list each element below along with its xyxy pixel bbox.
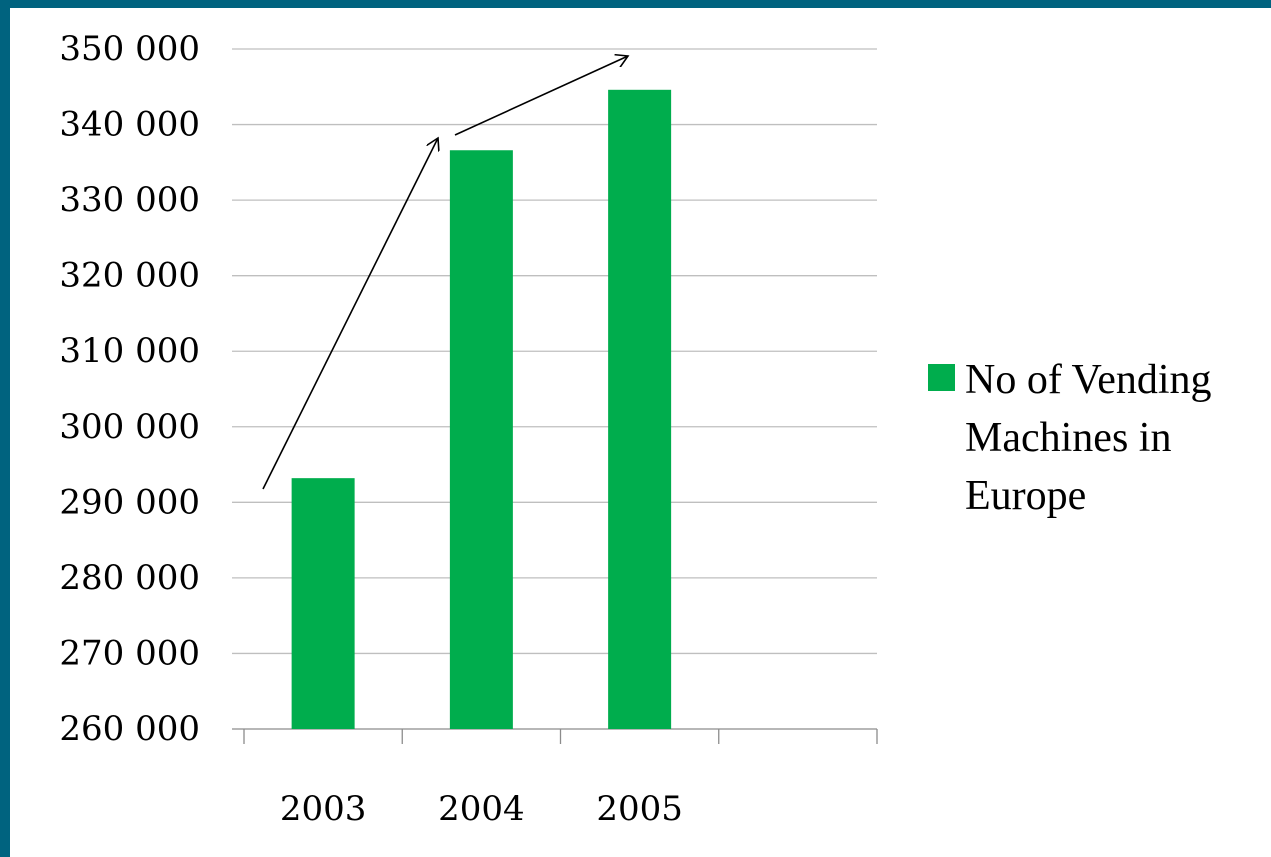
- frame-top-border: [0, 0, 1271, 8]
- y-tick-label: 320 000: [59, 256, 200, 296]
- y-tick-label: 310 000: [59, 331, 200, 371]
- legend-label-line-3: Europe: [965, 473, 1086, 519]
- x-axis: [243, 729, 878, 744]
- x-axis-tick-labels: 2003 2004 2005: [280, 789, 683, 829]
- y-tick-label: 260 000: [59, 709, 200, 749]
- y-tick-label: 340 000: [59, 105, 200, 145]
- bar-2003: [291, 478, 355, 729]
- y-axis-tick-labels: 260 000 270 000 280 000 290 000 300 000 310 0…: [59, 29, 200, 749]
- y-tick-label: 290 000: [59, 482, 200, 522]
- bars: [291, 89, 672, 730]
- trend-arrows: [262, 56, 628, 490]
- gridlines: [232, 48, 877, 730]
- y-tick-label: 300 000: [59, 407, 200, 447]
- y-tick-label: 280 000: [59, 558, 200, 598]
- x-tick-label-2003: 2003: [280, 789, 367, 829]
- y-tick-label: 270 000: [59, 633, 200, 673]
- legend-label-line-1: No of Vending: [965, 357, 1212, 403]
- trend-arrow-2: [454, 56, 628, 136]
- frame-left-border: [0, 0, 10, 857]
- bar-2005: [608, 89, 672, 730]
- bar-2004: [449, 150, 513, 729]
- legend: No of Vending Machines in Europe: [928, 357, 1212, 519]
- legend-swatch: [928, 364, 955, 391]
- trend-arrow-1: [262, 138, 438, 490]
- legend-label-line-2: Machines in: [965, 415, 1171, 461]
- y-tick-label: 330 000: [59, 180, 200, 220]
- y-tick-label: 350 000: [59, 29, 200, 69]
- x-tick-label-2005: 2005: [596, 789, 683, 829]
- x-tick-label-2004: 2004: [438, 789, 525, 829]
